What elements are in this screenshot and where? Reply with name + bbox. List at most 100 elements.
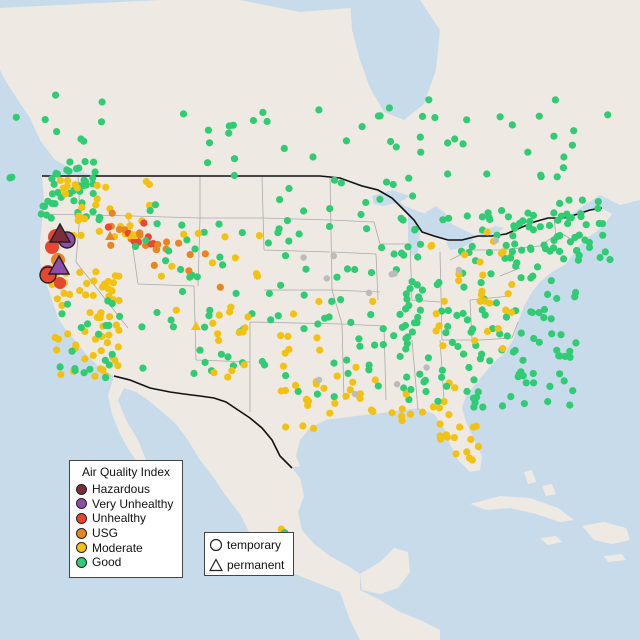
monitor-dot	[351, 265, 359, 274]
monitor-dot	[443, 382, 451, 390]
monitor-dot	[492, 299, 500, 307]
monitor-dot	[553, 173, 561, 181]
monitor-dot	[452, 450, 460, 458]
monitor-dot	[536, 223, 544, 231]
monitor-dot	[553, 346, 561, 354]
monitor-dot	[224, 353, 232, 361]
monitor-dot	[544, 398, 552, 406]
monitor-dot	[115, 225, 123, 234]
monitor-dot	[283, 217, 291, 225]
monitor-dot	[89, 208, 97, 216]
monitor-dot	[387, 137, 395, 146]
monitor-dot	[279, 362, 287, 370]
monitor-dot	[367, 311, 375, 319]
puerto-rico	[604, 554, 626, 562]
monitor-dot	[365, 289, 373, 296]
monitor-dot	[547, 315, 555, 323]
monitor-dot	[58, 310, 66, 318]
monitor-dot	[418, 286, 426, 294]
monitor-dot	[177, 265, 185, 274]
monitor-dot	[351, 390, 359, 398]
monitor-dot	[402, 390, 410, 398]
monitor-dot	[400, 251, 408, 259]
monitor-dot	[483, 327, 492, 335]
monitor-dot	[93, 195, 101, 203]
monitor-dot	[604, 111, 612, 119]
monitor-dot	[89, 174, 97, 182]
monitor-dot	[116, 312, 124, 320]
monitor-dot	[421, 376, 429, 384]
monitor-dot	[295, 230, 303, 238]
monitor-dot	[108, 350, 116, 358]
monitor-dot	[358, 123, 366, 131]
monitor-dot	[451, 384, 459, 392]
monitor-dot	[77, 135, 85, 143]
monitor-dot	[571, 233, 579, 241]
monitor-dot	[440, 297, 448, 305]
monitor-dot	[566, 238, 575, 246]
monitor-dot	[333, 273, 341, 281]
monitor-dot	[105, 361, 113, 369]
monitor-dot	[71, 366, 79, 375]
great-lakes	[372, 190, 504, 256]
monitor-dot	[40, 202, 49, 210]
monitor-dot	[483, 228, 491, 236]
monitor-dot	[253, 272, 261, 280]
circle-icon	[209, 538, 223, 551]
monitor-dot	[104, 277, 112, 286]
monitor-dot	[115, 296, 123, 305]
monitor-dot	[560, 153, 568, 161]
monitor-dot	[316, 346, 324, 354]
us-mexico-border	[113, 375, 293, 469]
monitor-dot	[431, 114, 439, 122]
monitor-dot	[546, 382, 554, 390]
monitor-dot	[540, 241, 548, 249]
monitor-dot	[145, 180, 153, 189]
monitor-dot	[416, 240, 425, 248]
monitor-dot	[403, 295, 411, 303]
monitor-dot	[66, 158, 74, 166]
monitor-dot	[438, 373, 446, 381]
monitor-dot	[64, 330, 72, 338]
monitor-dot	[499, 248, 507, 256]
monitor-dot	[313, 334, 321, 342]
monitor-dot	[481, 311, 489, 319]
monitor-dot	[406, 410, 414, 418]
monitor-dot	[216, 283, 224, 291]
monitor-dot	[300, 325, 308, 333]
monitor-dot	[300, 291, 308, 299]
monitor-dot	[277, 332, 285, 340]
monitor-dot	[555, 247, 564, 255]
monitor-dot	[529, 369, 537, 378]
monitor-dot	[392, 143, 400, 151]
monitor-dot	[76, 287, 84, 295]
monitor-dot	[91, 372, 99, 380]
monitor-dot	[356, 342, 364, 350]
monitor-dot	[594, 204, 602, 213]
monitor-dot	[478, 306, 486, 314]
hazardous-swatch	[76, 483, 87, 495]
monitor-dot	[570, 127, 578, 135]
monitor-dot	[285, 237, 293, 245]
monitor-dot	[277, 281, 285, 289]
monitor-dot	[328, 297, 336, 305]
monitor-dot	[391, 270, 398, 277]
monitor-dot	[315, 106, 323, 114]
monitor-dot	[598, 220, 607, 228]
monitor-dot	[78, 203, 86, 211]
monitor-dot	[284, 332, 292, 340]
monitor-dot	[429, 403, 437, 411]
aqi-legend-label: Good	[92, 555, 122, 570]
monitor-dot	[263, 117, 271, 126]
monitor-dot	[474, 443, 482, 451]
monitor-dot	[472, 422, 480, 430]
monitor-dot	[469, 325, 477, 333]
monitor-dot	[309, 153, 317, 161]
monitor-dot	[445, 214, 453, 222]
monitor-dot	[459, 350, 468, 358]
monitor-dot	[106, 313, 114, 321]
monitor-dot	[81, 158, 89, 166]
aqi-legend-unhealthy: Unhealthy	[70, 511, 182, 526]
aqi-legend: Air Quality Index Hazardous Very Unhealt…	[69, 460, 183, 578]
monitor-dot	[53, 346, 61, 354]
